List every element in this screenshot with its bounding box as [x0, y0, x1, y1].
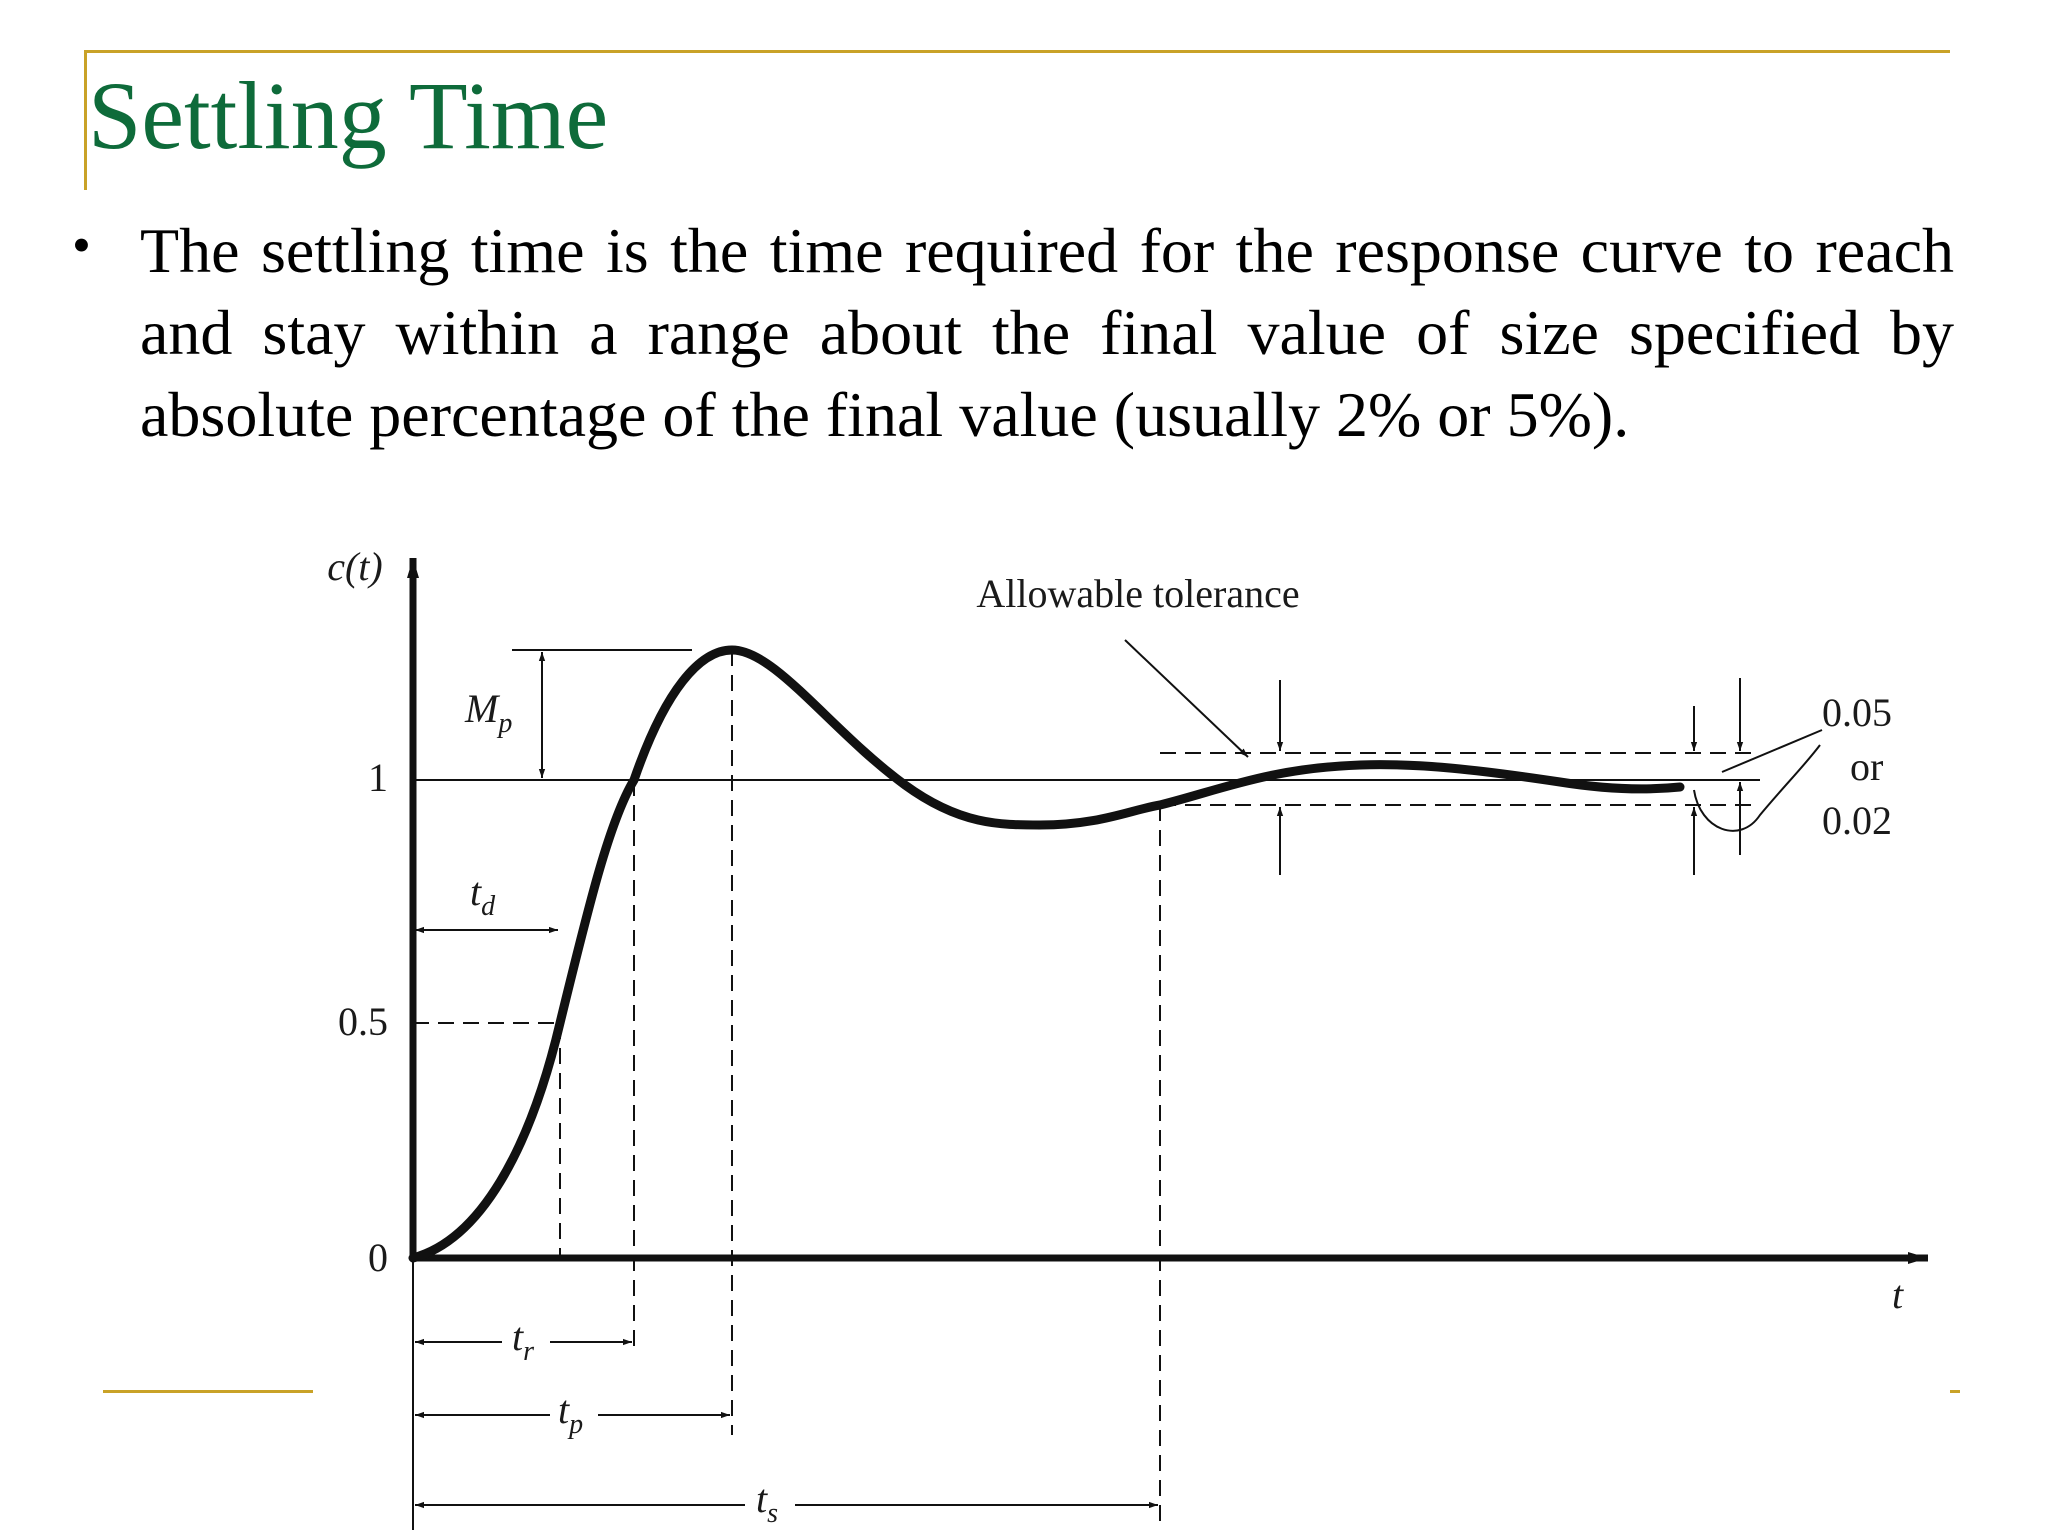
- response-curve: [408, 645, 1685, 1263]
- tolerance-value-or: or: [1850, 744, 1883, 789]
- tolerance-label: Allowable tolerance: [976, 571, 1299, 616]
- top-rule: [84, 50, 1950, 53]
- tp-label: tp: [558, 1387, 583, 1440]
- slide-title: Settling Time: [88, 62, 609, 169]
- y-tick-0-5: 0.5: [338, 999, 388, 1044]
- y-axis-label: c(t): [327, 544, 383, 589]
- ts-label: ts: [756, 1476, 778, 1529]
- bottom-rule-right: [1950, 1390, 1960, 1393]
- y-tick-1: 1: [368, 755, 388, 800]
- tolerance-value-leader-lower: [1693, 744, 1821, 832]
- title-left-rule: [84, 50, 87, 190]
- y-tick-0: 0: [368, 1235, 388, 1280]
- tr-label: tr: [512, 1314, 534, 1367]
- bottom-rule-left: [103, 1390, 313, 1393]
- tolerance-leader-arrow: [1124, 639, 1249, 758]
- bullet-text: The settling time is the time required f…: [140, 215, 1954, 450]
- tolerance-value-005: 0.05: [1822, 690, 1892, 735]
- td-label: td: [470, 869, 496, 922]
- tolerance-value-002: 0.02: [1822, 798, 1892, 843]
- mp-label: Mp: [464, 686, 512, 739]
- bullet-dot-icon: •: [72, 215, 91, 275]
- tolerance-value-leader-upper: [1721, 729, 1823, 773]
- x-axis-label: t: [1892, 1272, 1904, 1317]
